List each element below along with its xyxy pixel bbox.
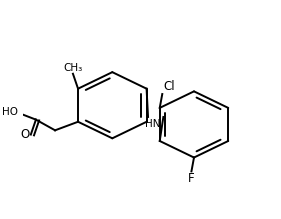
Text: O: O xyxy=(20,128,30,141)
Text: HN: HN xyxy=(145,119,161,129)
Text: F: F xyxy=(188,173,195,185)
Text: CH₃: CH₃ xyxy=(63,63,83,73)
Text: HO: HO xyxy=(2,107,18,117)
Text: Cl: Cl xyxy=(164,80,175,93)
